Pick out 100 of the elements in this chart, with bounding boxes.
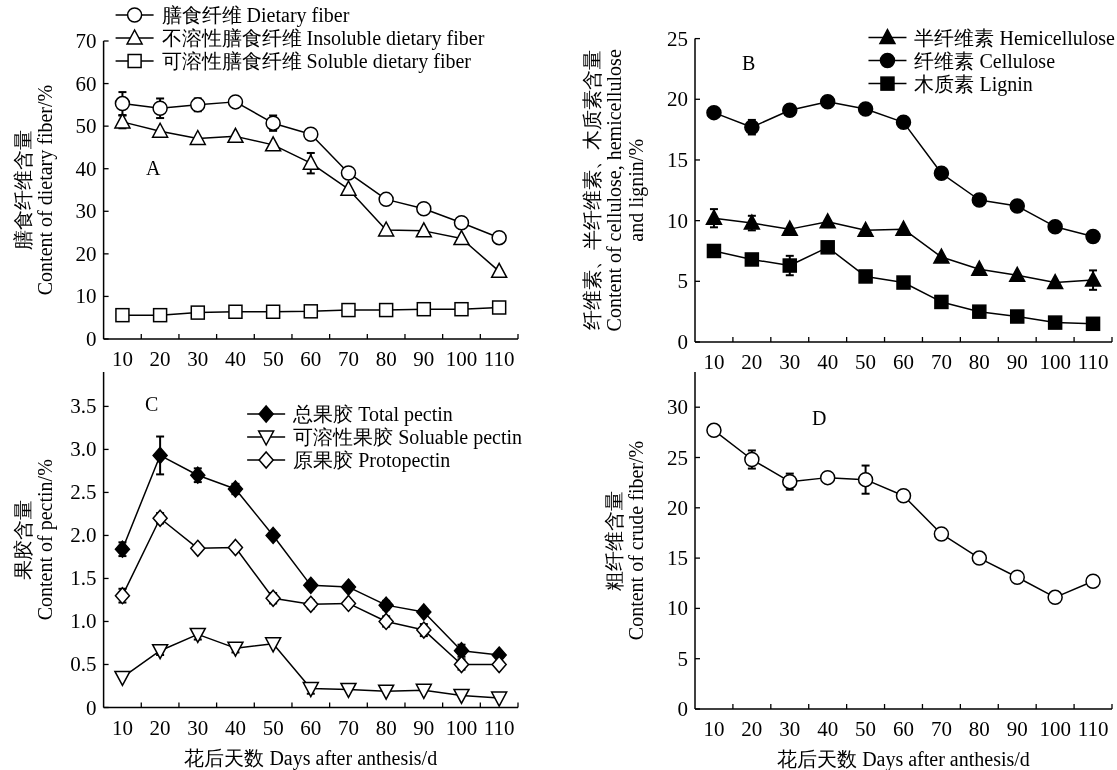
y-tick-label: 2.5 bbox=[70, 480, 97, 505]
x-tick-label: 20 bbox=[741, 350, 763, 374]
point bbox=[341, 302, 356, 318]
y-axis-title: 纤维素、半纤维素、木质素含量 Content of cellulose, hemicellulose and lignin/% bbox=[581, 49, 648, 332]
x-tick-label: 40 bbox=[224, 347, 246, 371]
x-tick-label: 30 bbox=[187, 715, 209, 740]
x-tick-label: 50 bbox=[855, 350, 877, 374]
point bbox=[189, 129, 207, 146]
x-tick-label: 10 bbox=[111, 715, 133, 740]
point bbox=[1085, 573, 1101, 589]
point bbox=[858, 269, 873, 284]
y-tick-label: 20 bbox=[667, 495, 688, 520]
point bbox=[971, 550, 988, 566]
point bbox=[1047, 218, 1063, 235]
x-tick-label: 60 bbox=[893, 717, 914, 741]
y-tick-label: 10 bbox=[75, 284, 97, 309]
y-tick-label: 70 bbox=[75, 29, 97, 53]
x-tick-label: 80 bbox=[968, 717, 990, 741]
y-axis-title: 粗纤维含量 Content of crude fiber/% bbox=[603, 440, 647, 641]
point bbox=[491, 229, 507, 246]
point bbox=[1008, 266, 1026, 282]
point bbox=[971, 260, 988, 276]
point bbox=[190, 539, 206, 558]
point bbox=[933, 526, 950, 542]
point bbox=[490, 691, 508, 707]
point bbox=[895, 114, 912, 131]
point bbox=[265, 526, 281, 545]
y-tick-label: 50 bbox=[75, 114, 97, 139]
y-tick-label: 3.5 bbox=[70, 394, 97, 419]
x-tick-label: 10 bbox=[703, 350, 725, 374]
point bbox=[933, 248, 950, 264]
y-tick-label: 40 bbox=[75, 156, 97, 181]
y-tick-label: 15 bbox=[667, 147, 688, 172]
point bbox=[378, 191, 394, 208]
x-tick-label: 60 bbox=[893, 350, 914, 374]
point bbox=[303, 576, 319, 595]
x-tick-label: 20 bbox=[741, 717, 763, 741]
x-tick-label: 70 bbox=[337, 347, 359, 371]
x-tick-label: 100 bbox=[445, 715, 478, 740]
point bbox=[1009, 309, 1025, 324]
point bbox=[857, 471, 874, 488]
y-tick-label: 0 bbox=[86, 695, 97, 720]
point bbox=[1009, 198, 1025, 214]
legend-label: 总果胶 Total pectin bbox=[292, 403, 453, 426]
x-tick-label: 60 bbox=[300, 347, 322, 371]
point bbox=[895, 220, 912, 236]
point bbox=[378, 302, 394, 318]
x-tick-label: 20 bbox=[149, 347, 171, 371]
point bbox=[706, 422, 722, 439]
y-tick-label: 1.0 bbox=[70, 609, 97, 634]
point bbox=[416, 603, 432, 621]
x-tick-label: 80 bbox=[968, 350, 990, 374]
x-tick-label: 100 bbox=[1039, 350, 1071, 374]
y-tick-label: 0.5 bbox=[70, 652, 97, 677]
point bbox=[340, 594, 357, 613]
point bbox=[152, 446, 168, 465]
y-tick-label: 30 bbox=[75, 199, 97, 224]
x-tick-label: 50 bbox=[262, 347, 284, 371]
point bbox=[227, 94, 244, 110]
x-tick-label: 40 bbox=[817, 717, 839, 741]
y-tick-label: 5 bbox=[677, 269, 688, 294]
point bbox=[782, 102, 798, 118]
point bbox=[895, 487, 912, 504]
x-tick-label: 30 bbox=[779, 350, 801, 374]
y-tick-label: 0 bbox=[677, 330, 688, 354]
point bbox=[264, 136, 282, 152]
y-tick-label: 0 bbox=[86, 327, 97, 351]
point bbox=[705, 209, 723, 225]
legend-label: 膳食纤维 Dietary fiber bbox=[161, 4, 350, 27]
point bbox=[265, 304, 281, 319]
point bbox=[302, 681, 320, 698]
annotation: C bbox=[145, 393, 159, 415]
point bbox=[453, 688, 470, 705]
point bbox=[151, 643, 169, 660]
point bbox=[491, 655, 507, 674]
y-tick-label: 3.0 bbox=[70, 437, 97, 462]
y-tick-label: 0 bbox=[677, 697, 688, 721]
point bbox=[820, 240, 835, 255]
point bbox=[340, 165, 357, 181]
point bbox=[782, 258, 798, 273]
point bbox=[857, 221, 874, 238]
x-tick-label: 80 bbox=[375, 347, 397, 371]
point bbox=[453, 215, 470, 231]
y-tick-label: 20 bbox=[75, 241, 97, 266]
point bbox=[303, 595, 319, 614]
annotation: A bbox=[146, 157, 161, 179]
point bbox=[490, 262, 508, 279]
point bbox=[227, 641, 244, 657]
x-tick-label: 110 bbox=[483, 347, 515, 371]
x-tick-label: 80 bbox=[375, 715, 397, 740]
y-tick-label: 10 bbox=[667, 596, 688, 621]
point bbox=[115, 307, 130, 323]
point bbox=[114, 95, 131, 112]
point bbox=[151, 122, 169, 138]
point bbox=[819, 469, 836, 486]
point bbox=[819, 93, 836, 110]
point bbox=[340, 682, 357, 699]
y-tick-label: 20 bbox=[667, 87, 688, 112]
y-tick-label: 60 bbox=[75, 71, 97, 96]
point bbox=[227, 538, 244, 557]
